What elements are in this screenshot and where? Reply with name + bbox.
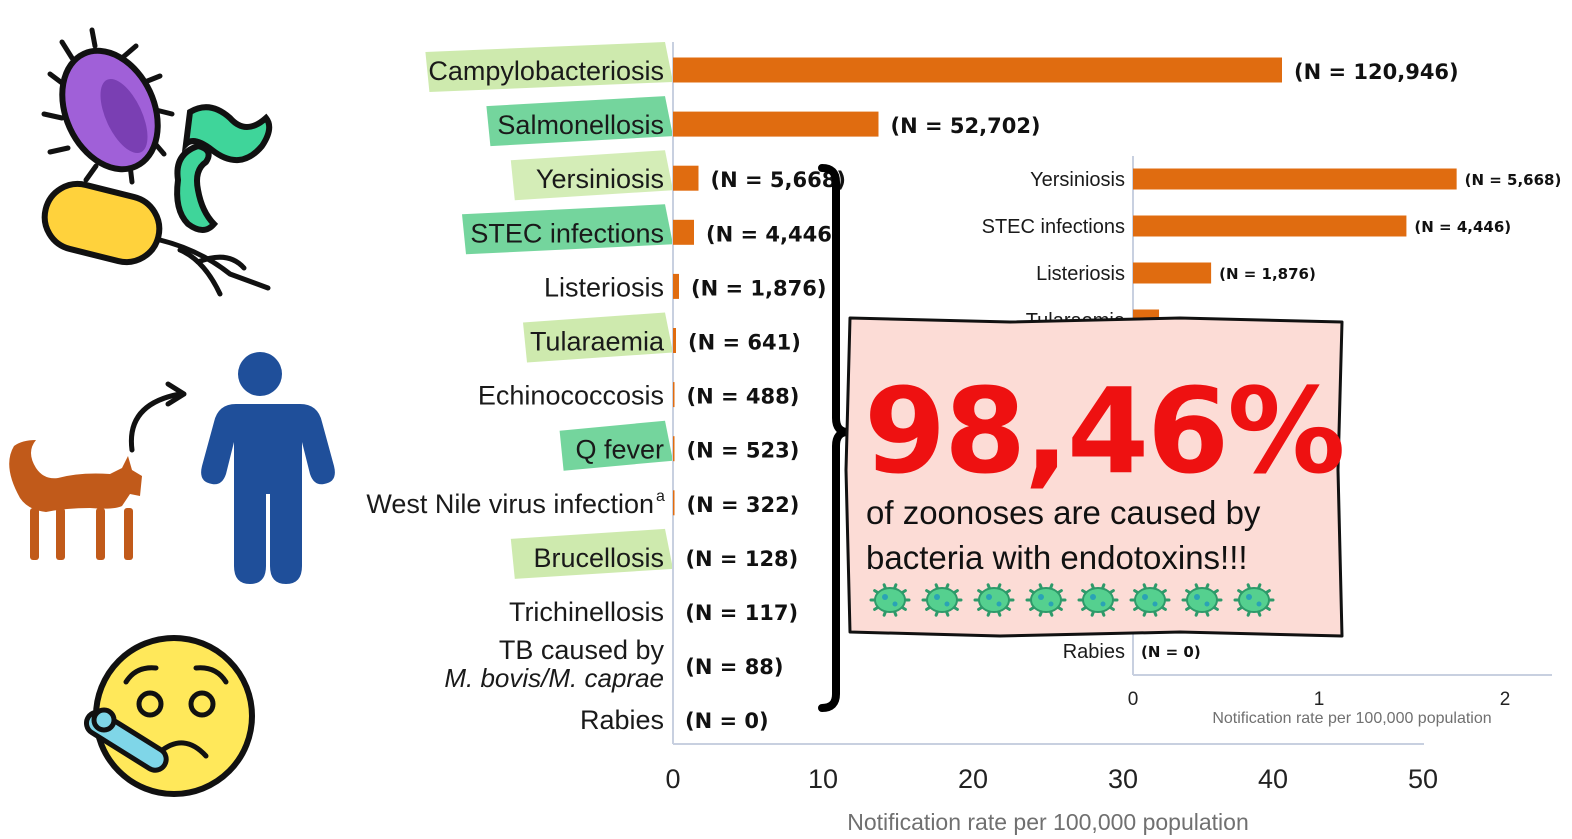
category-label: Echinococcosis: [478, 381, 664, 411]
highlight-brucellosis: [510, 528, 673, 579]
microbe-icon: [1025, 583, 1067, 617]
bar-echinococcosis: [673, 382, 675, 408]
bar-campylobacteriosis: [673, 57, 1282, 83]
inset-category-label: Rabies: [1063, 641, 1125, 663]
inset-x-tick-label: 2: [1500, 689, 1511, 710]
inset-x-tick-label: 0: [1128, 689, 1139, 710]
microbe-icon: [973, 583, 1015, 617]
microbe-icon: [1181, 583, 1223, 617]
category-superscript: a: [656, 488, 665, 505]
microbe-icon: [921, 583, 963, 617]
category-label: Rabies: [580, 705, 664, 735]
main-x-tick-label: 30: [1108, 764, 1138, 794]
main-x-tick-label: 40: [1258, 764, 1288, 794]
n-annotation: (N = 117): [685, 601, 798, 625]
highlight-tularaemia: [523, 312, 673, 363]
n-annotation: (N = 523): [687, 439, 800, 463]
n-annotation: (N = 322): [687, 493, 800, 517]
highlight-q-fever: [559, 420, 673, 471]
inset-bar-stec-infections: [1133, 215, 1407, 237]
category-label: Listeriosis: [544, 272, 664, 302]
microbe-row: [869, 583, 1275, 617]
category-label-continued: M. bovis/M. caprae: [444, 663, 664, 693]
label-highlights: [425, 42, 673, 579]
inset-category-label: Yersiniosis: [1030, 169, 1125, 191]
inset-category-label: STEC infections: [982, 216, 1125, 238]
sick-face-icon: [83, 635, 255, 797]
bar-listeriosis: [673, 273, 679, 299]
microbe-icon: [869, 583, 911, 617]
main-chart: Campylobacteriosis (N = 120,946) Salmonell…: [366, 42, 1459, 835]
callout-box: 98,46% of zoonoses are caused by bacteri…: [844, 316, 1345, 638]
category-label: Q fever: [575, 435, 664, 465]
highlight-yersiniosis: [510, 150, 673, 201]
category-label: Tularaemia: [530, 327, 665, 357]
category-label: Trichinellosis: [509, 597, 664, 627]
bar-west-nile-virus-infection: [673, 490, 675, 516]
n-annotation: (N = 52,702): [891, 114, 1041, 138]
inset-n-annotation: (N = 5,668): [1465, 171, 1562, 189]
category-label: Yersiniosis: [536, 164, 664, 194]
bar-salmonellosis: [673, 111, 879, 137]
microbe-icon: [1233, 583, 1275, 617]
bar-q-fever: [673, 436, 675, 462]
n-annotation: (N = 488): [687, 385, 800, 409]
cat-icon: [9, 440, 143, 560]
inset-n-annotation: (N = 4,446): [1414, 218, 1511, 236]
main-x-tick-label: 10: [808, 764, 838, 794]
n-annotation: (N = 5,668): [711, 168, 846, 192]
highlight-campylobacteriosis: [425, 42, 673, 92]
highlight-salmonellosis: [486, 96, 673, 147]
n-annotation: (N = 4,446): [706, 222, 841, 246]
inset-chart: Yersiniosis (N = 5,668) STEC infections (N …: [982, 156, 1562, 727]
inset-x-axis-title: Notification rate per 100,000 population: [1212, 710, 1491, 727]
category-label: Campylobacteriosis: [428, 56, 664, 86]
inset-bar-listeriosis: [1133, 262, 1212, 284]
inset-n-annotation: (N = 0): [1141, 643, 1201, 661]
bacteria-icon: [41, 27, 273, 297]
inset-x-tick-label: 1: [1314, 689, 1325, 710]
category-label: STEC infections: [470, 218, 664, 248]
microbe-icon: [1077, 583, 1119, 617]
bar-tularaemia: [673, 328, 676, 353]
inset-category-label: Listeriosis: [1036, 263, 1125, 285]
category-label: West Nile virus infection: [366, 489, 654, 519]
bar-stec-infections: [673, 219, 694, 245]
category-label: Salmonellosis: [497, 110, 664, 140]
callout-line-1: of zoonoses are caused by: [866, 494, 1261, 531]
n-annotation: (N = 128): [685, 547, 798, 571]
callout-headline: 98,46%: [864, 362, 1343, 500]
n-annotation: (N = 641): [688, 331, 801, 355]
main-x-tick-label: 0: [665, 764, 680, 794]
category-label: TB caused by: [499, 635, 665, 665]
n-annotation: (N = 0): [685, 709, 769, 733]
callout-line-2: bacteria with endotoxins!!!: [866, 539, 1248, 576]
main-x-axis-title: Notification rate per 100,000 population: [847, 809, 1249, 835]
highlight-stec-infections: [462, 204, 673, 255]
category-label: Brucellosis: [533, 543, 664, 573]
microbe-icon: [1129, 583, 1171, 617]
main-x-tick-label: 50: [1408, 764, 1438, 794]
n-annotation: (N = 120,946): [1294, 60, 1459, 84]
inset-bar-yersiniosis: [1133, 168, 1457, 190]
n-annotation: (N = 1,876): [691, 276, 826, 300]
person-icon: [201, 352, 335, 584]
bar-yersiniosis: [673, 165, 699, 191]
group-brace: [818, 164, 852, 712]
n-annotation: (N = 88): [685, 655, 783, 679]
inset-n-annotation: (N = 1,876): [1219, 265, 1316, 283]
main-x-tick-label: 20: [958, 764, 988, 794]
curved-arrow-icon: [128, 381, 187, 453]
